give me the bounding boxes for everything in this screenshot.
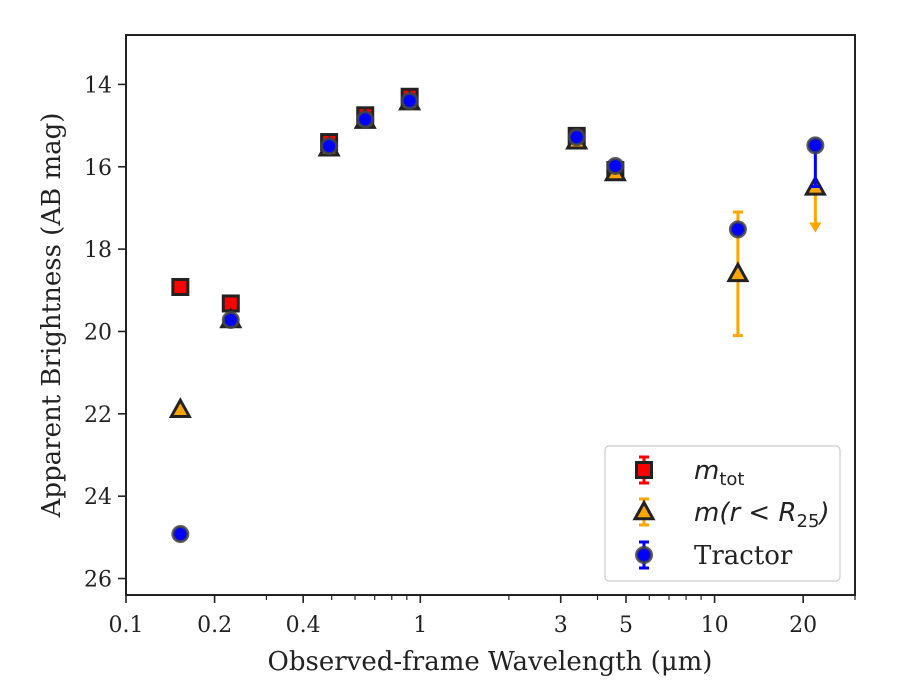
legend-label-0-sub: tot	[719, 469, 744, 490]
legend-label-1-sub: 25	[797, 511, 820, 532]
y-tick-label-0: 14	[84, 73, 112, 98]
x-tick-label-5: 5	[619, 613, 633, 638]
x-tick-label-2: 0.4	[286, 613, 321, 638]
y-tick-label-3: 20	[84, 320, 112, 345]
x-tick-label-3: 1	[413, 613, 427, 638]
x-axis-label: Observed-frame Wavelength (μm)	[268, 647, 713, 677]
legend-label-1: m(r < R25)	[694, 498, 830, 532]
series-2-point-5	[567, 128, 586, 147]
series-2-point-2	[320, 137, 339, 156]
series-2-point-6	[606, 156, 625, 175]
y-tick-label-6: 26	[84, 568, 112, 593]
legend-label-1-tail: )	[817, 498, 829, 528]
legend-frame	[604, 445, 841, 582]
x-tick-label-6: 10	[701, 613, 729, 638]
series-2	[171, 91, 825, 544]
x-tick-label-7: 20	[789, 613, 817, 638]
y-tick-label-1: 16	[84, 156, 112, 181]
legend: mtot m(r < R25) Tractor	[604, 445, 841, 582]
ticks-layer: 0.1 0.2 0.4 1 3 5 10 20 14 16 18 20 22 24 26	[84, 73, 856, 638]
legend-marker-1	[632, 499, 656, 521]
legend-label-0: mtot	[694, 456, 744, 490]
series-2-point-7	[728, 220, 747, 239]
y-tick-label-2: 18	[84, 238, 112, 263]
series-2-point-8	[806, 136, 825, 155]
x-tick-label-1: 0.2	[197, 613, 232, 638]
series-2-point-4	[400, 91, 419, 110]
legend-label-0-main: m	[694, 456, 719, 486]
y-tick-label-4: 22	[84, 403, 112, 428]
series-1-point-8-arrow-head	[809, 222, 822, 233]
series-0-point-0	[171, 278, 190, 296]
legend-marker-0	[635, 461, 653, 479]
x-tick-label-4: 3	[554, 613, 568, 638]
series-1-point-0	[168, 397, 192, 418]
series-2-point-0	[171, 525, 190, 544]
data-layer	[168, 87, 827, 544]
series-1-point-7	[726, 261, 750, 283]
y-axis-label: Apparent Brightness (AB mag)	[37, 113, 67, 519]
series-2-point-1	[221, 310, 240, 329]
legend-marker-2	[635, 546, 653, 564]
series-2-point-3	[356, 110, 375, 129]
legend-label-2: Tractor	[694, 541, 793, 571]
legend-label-1-main: m(r < R	[694, 498, 797, 528]
x-tick-label-0: 0.1	[109, 613, 144, 638]
y-tick-label-5: 24	[84, 485, 112, 510]
